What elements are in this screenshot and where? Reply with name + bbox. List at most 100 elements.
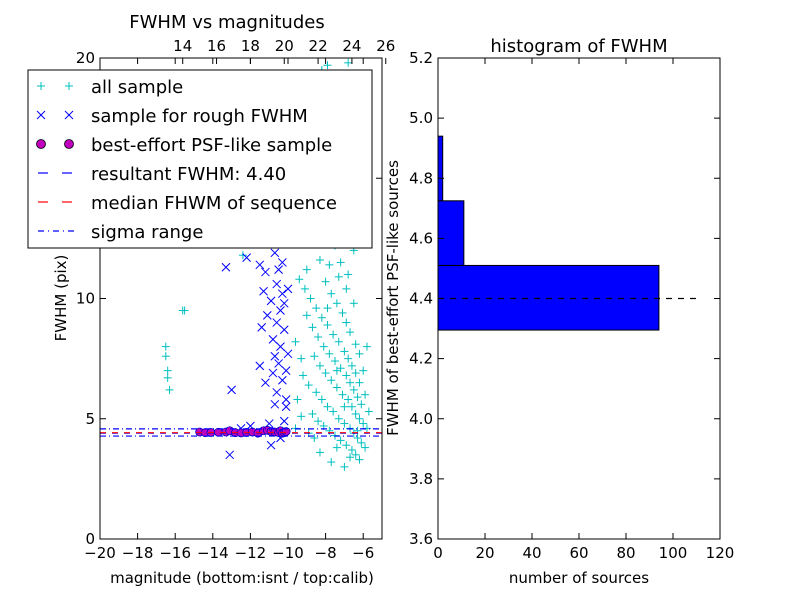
hist-y-tick-label: 3.6 [409,530,433,548]
rough-sample-point-b [283,284,293,294]
rough-sample-point-b [221,262,231,272]
hist-y-tick-label: 4.2 [409,350,433,368]
rough-sample-point-b [242,253,251,262]
rough-sample-point [266,296,276,306]
rough-sample-point-b [270,399,280,409]
all-sample-point [304,381,313,390]
all-sample-point [163,373,172,382]
rough-sample-point-b [276,306,285,315]
all-sample-point [297,354,306,363]
rough-sample-point-b [227,385,236,395]
legend-label-median-fwhm: median FHWM of sequence [91,193,337,214]
top-tick-label: 26 [376,37,395,55]
all-sample-point [327,376,336,385]
rough-sample-point-b [266,296,276,306]
all-sample-point [346,328,355,337]
all-sample-point [312,388,321,397]
all-sample-point [340,419,349,428]
all-sample-point [163,366,172,375]
rough-sample-point-b [274,359,283,368]
x-tick-label: −12 [235,544,267,562]
all-sample-point [238,251,247,260]
all-sample-point [165,385,174,394]
rough-sample-point-b [272,318,282,327]
all-sample-point [327,458,336,467]
rough-sample-point [279,325,289,335]
rough-sample-point [270,399,280,409]
all-sample-point [299,371,308,380]
rough-sample-point [274,265,283,274]
legend-label-all-sample: all sample [91,77,183,98]
all-sample-point [332,299,341,308]
rough-sample-point [268,368,278,378]
all-sample-point [329,407,338,416]
all-sample-point [342,284,351,293]
all-sample-point [317,313,326,322]
all-sample-point [347,402,356,411]
all-sample-point [323,61,332,70]
rough-sample-point-b [281,366,291,376]
histogram-bar [437,264,660,331]
rough-sample-point [242,253,251,262]
all-sample-point [361,443,370,452]
top-tick-label: 20 [275,37,294,55]
x-tick-label: −8 [315,544,337,562]
rough-sample-point [278,258,287,267]
all-sample-point [306,294,315,303]
all-sample-point [357,400,366,409]
all-sample-point [338,390,347,399]
all-sample-point [319,342,328,351]
top-tick-label: 24 [342,37,361,55]
rough-sample-point [255,260,265,270]
all-sample-point [351,369,360,378]
hist-x-tick-label: 40 [522,544,541,562]
all-sample-point [321,369,330,378]
all-sample-point [347,361,356,370]
rough-sample-point [272,279,282,289]
hist-y-tick-label: 3.8 [409,470,433,488]
all-sample-point [361,390,370,399]
hist-x-tick-label: 80 [616,544,635,562]
all-sample-point [351,409,360,418]
x-tick-label: −20 [84,544,116,562]
all-sample-point [334,272,343,281]
rough-sample-point-b [261,267,270,277]
rough-sample-point [225,450,235,460]
legend-label-resultant-fwhm: resultant FWHM: 4.40 [91,164,286,185]
rough-sample-point [283,349,293,359]
all-sample-point [178,306,187,315]
rough-sample-point-b [262,310,272,320]
all-sample-point [295,275,304,284]
rough-sample-point-b [279,298,289,308]
all-sample-point [353,393,362,402]
all-sample-point [346,378,355,387]
all-sample-point [332,383,341,392]
all-sample-point [342,318,351,327]
scatter-x-axis-label: magnitude (bottom:isnt / top:calib) [110,569,374,587]
hist-x-tick-label: 60 [569,544,588,562]
x-tick-label: −10 [272,544,304,562]
rough-sample-point [276,342,285,351]
all-sample-point [355,378,364,387]
legend-label-psf-sample: best-effort PSF-like sample [91,135,332,156]
all-sample-point [346,453,355,462]
all-sample-point [336,258,345,267]
all-sample-point [347,446,356,455]
all-sample-point [310,352,319,361]
rough-sample-point-b [270,248,280,258]
all-sample-point [351,450,360,459]
all-sample-point [364,407,373,416]
y-tick-label: 10 [76,290,95,308]
rough-sample-point [255,361,265,371]
legend-label-rough-sample: sample for rough FWHM [91,106,308,127]
scatter-panel: FWHM vs magnitudes magnitude (bottom:isn… [27,12,395,587]
series-1 [221,248,293,460]
hist-x-tick-label: 0 [433,544,443,562]
rough-sample-point [276,306,285,315]
hist-y-tick-label: 4.0 [409,410,433,428]
x-tick-label: −18 [122,544,154,562]
all-sample-point [327,289,336,298]
all-sample-point [340,402,349,411]
legend-items: all sample sample for rough FWHM best-ef… [36,77,337,243]
all-sample-point [317,395,326,404]
